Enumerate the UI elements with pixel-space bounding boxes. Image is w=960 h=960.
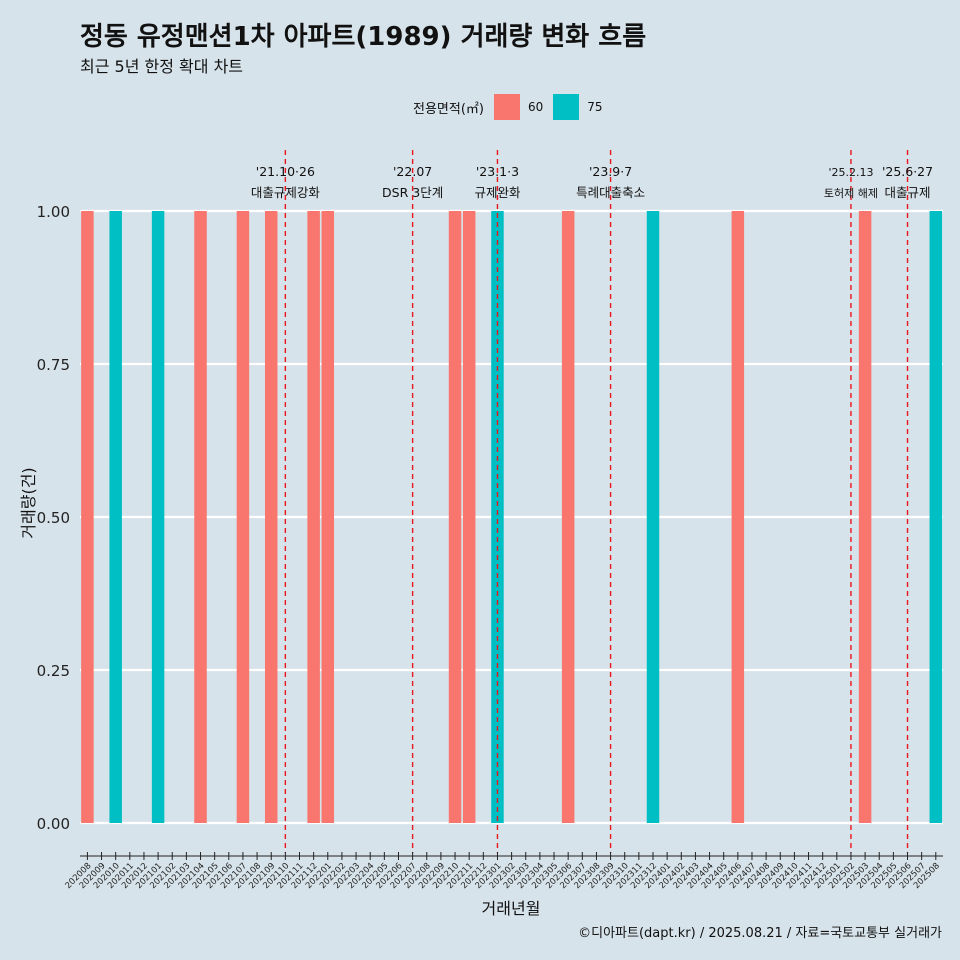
y-axis-title: 거래량(건) [19,467,38,538]
bar-60-202406 [731,211,745,823]
legend-item-60: 60 [493,94,544,120]
annotation-label-202309: 특례대출축소 [576,185,645,200]
y-tick-label: 0.75 [37,356,70,374]
bar-60-202112 [307,211,320,823]
bar-75-202508 [929,211,943,823]
bar-60-202109 [264,211,278,823]
bar-60-202503 [858,211,872,823]
bar-60-202107 [236,211,250,823]
chart-title: 정동 유정맨션1차 아파트(1989) 거래량 변화 흐름 [80,22,647,52]
legend-swatch-75 [553,94,580,120]
annotation-label-202502: 토허제 해제 [824,186,878,200]
y-tick-label: 0.00 [37,815,70,833]
bar-75-202101 [151,211,165,823]
legend-item-75: 75 [553,94,603,120]
bar-75-202312 [646,211,660,823]
y-tick-label: 0.25 [37,662,70,680]
bar-60-202201 [321,211,335,823]
annotation-date-202110: '21.10·26 [256,164,315,179]
legend-label-75: 75 [587,100,603,114]
annotation-date-202506: '25.6·27 [882,164,933,179]
y-tick-label: 1.00 [37,203,70,221]
annotation-label-202207: DSR 3단계 [382,185,443,200]
legend-label-60: 60 [527,100,544,114]
chart-subtitle: 최근 5년 한정 확대 차트 [80,57,244,76]
bar-75-202010 [109,211,122,823]
chart-caption: ©디아파트(dapt.kr) / 2025.08.21 / 자료=국토교통부 실… [578,926,942,941]
annotation-label-202301: 규제완화 [474,185,521,200]
legend-swatch-60 [493,94,520,120]
x-axis-title: 거래년월 [482,899,541,918]
bar-60-202211 [462,211,476,823]
bar-60-202210 [448,211,462,823]
annotation-date-202207: '22.07 [393,164,432,179]
annotation-date-202301: '23.1·3 [476,164,519,179]
legend: 전용면적(㎡) 60 75 [413,92,613,122]
bar-60-202104 [194,211,207,823]
bar-60-202306 [561,211,575,823]
y-tick-label: 0.50 [37,509,70,527]
annotation-label-202110: 대출규제강화 [251,185,321,200]
bar-75-202301 [491,211,504,823]
annotation-label-202506: 대출규제 [885,185,931,200]
legend-title: 전용면적(㎡) [413,101,484,117]
annotation-date-202309: '23.9·7 [589,164,632,179]
annotation-date-202502: '25.2.13 [828,166,873,179]
bar-60-202008 [81,211,94,823]
